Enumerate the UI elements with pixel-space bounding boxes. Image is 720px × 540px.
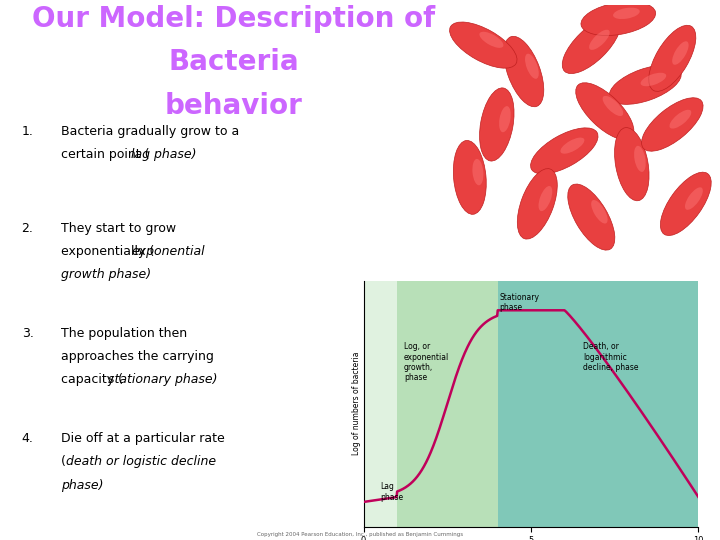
Text: exponentially (: exponentially ( xyxy=(61,245,155,258)
Text: behavior: behavior xyxy=(165,92,303,119)
Y-axis label: Log of numbers of bacteria: Log of numbers of bacteria xyxy=(352,352,361,455)
Text: (: ( xyxy=(61,455,66,469)
Text: exponential: exponential xyxy=(131,245,205,258)
Ellipse shape xyxy=(480,32,503,48)
Text: Bacteria: Bacteria xyxy=(168,49,300,77)
Ellipse shape xyxy=(589,30,610,50)
Text: Death, or
logarithmic
decline, phase: Death, or logarithmic decline, phase xyxy=(583,342,639,372)
Text: lag phase): lag phase) xyxy=(131,148,197,161)
Ellipse shape xyxy=(576,83,634,140)
Text: Bacteria gradually grow to a: Bacteria gradually grow to a xyxy=(61,125,240,138)
Text: capacity (: capacity ( xyxy=(61,373,123,386)
Text: Stationary
phase: Stationary phase xyxy=(499,293,539,313)
Ellipse shape xyxy=(641,73,666,86)
Text: stationary phase): stationary phase) xyxy=(108,373,217,386)
Text: death or logistic decline: death or logistic decline xyxy=(66,455,216,469)
Ellipse shape xyxy=(642,98,703,151)
Ellipse shape xyxy=(568,184,615,250)
Text: The population then: The population then xyxy=(61,327,187,340)
Ellipse shape xyxy=(499,106,510,132)
Ellipse shape xyxy=(539,186,552,211)
Ellipse shape xyxy=(591,200,608,224)
Bar xyxy=(498,281,564,526)
Ellipse shape xyxy=(518,168,557,239)
Text: Die off at a particular rate: Die off at a particular rate xyxy=(61,433,225,446)
Ellipse shape xyxy=(449,22,517,68)
Text: growth phase): growth phase) xyxy=(61,268,151,281)
Text: Log, or
exponential
growth,
phase: Log, or exponential growth, phase xyxy=(404,342,449,382)
Text: Copyright 2004 Pearson Education, Inc., published as Benjamin Cummings: Copyright 2004 Pearson Education, Inc., … xyxy=(257,532,463,537)
Text: They start to grow: They start to grow xyxy=(61,222,176,235)
Text: 2.: 2. xyxy=(22,222,33,235)
Ellipse shape xyxy=(560,138,585,154)
Ellipse shape xyxy=(670,110,691,129)
Ellipse shape xyxy=(672,41,688,65)
Text: 3.: 3. xyxy=(22,327,33,340)
Ellipse shape xyxy=(615,127,649,201)
Ellipse shape xyxy=(504,36,544,107)
Ellipse shape xyxy=(454,140,486,214)
Text: 4.: 4. xyxy=(22,433,33,446)
Text: approaches the carrying: approaches the carrying xyxy=(61,350,214,363)
Ellipse shape xyxy=(480,88,514,161)
Text: certain point (: certain point ( xyxy=(61,148,150,161)
Ellipse shape xyxy=(581,2,656,36)
Ellipse shape xyxy=(685,187,703,210)
Ellipse shape xyxy=(603,96,624,116)
Text: Lag
phase: Lag phase xyxy=(380,482,403,502)
Ellipse shape xyxy=(660,172,711,235)
Bar xyxy=(397,281,498,526)
Ellipse shape xyxy=(649,25,696,91)
Ellipse shape xyxy=(613,8,640,19)
Ellipse shape xyxy=(634,146,646,172)
Ellipse shape xyxy=(525,53,539,79)
Text: Our Model: Description of: Our Model: Description of xyxy=(32,5,436,33)
Ellipse shape xyxy=(562,17,621,73)
Ellipse shape xyxy=(531,128,598,174)
Bar xyxy=(564,281,698,526)
Bar xyxy=(364,281,397,526)
Text: 1.: 1. xyxy=(22,125,33,138)
Ellipse shape xyxy=(472,159,483,185)
Text: phase): phase) xyxy=(61,478,104,491)
Ellipse shape xyxy=(609,65,681,104)
